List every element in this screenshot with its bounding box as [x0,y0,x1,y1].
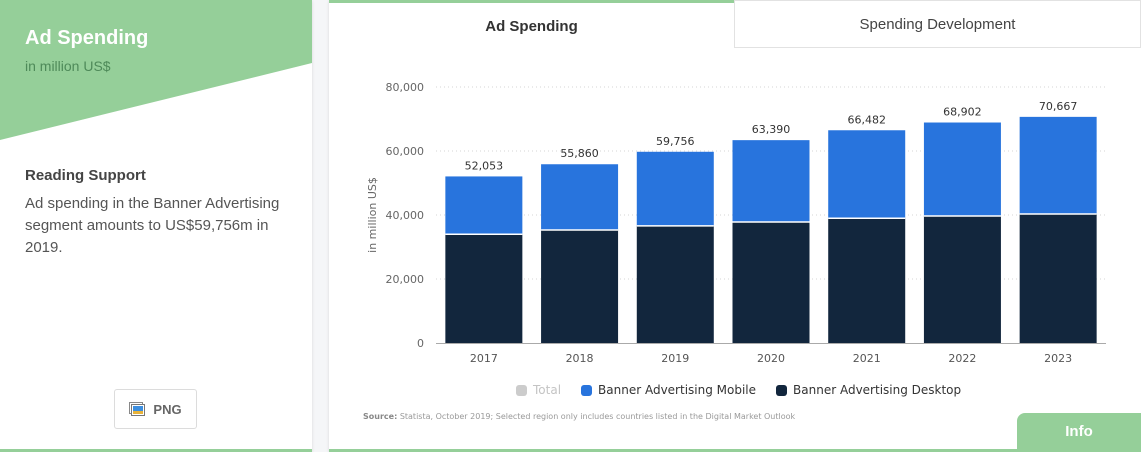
total-data-label: 68,902 [943,106,982,119]
y-tick-label: 20,000 [386,273,425,286]
x-tick-label: 2022 [948,352,976,365]
total-data-label: 52,053 [465,159,504,172]
bar-banner-advertising-desktop-2017[interactable] [445,234,523,343]
tab-ad-spending[interactable]: Ad Spending [329,0,734,50]
source-label: Source: [363,412,398,421]
tab-spending-development[interactable]: Spending Development [734,0,1141,48]
x-tick-label: 2023 [1044,352,1072,365]
card-subtitle: in million US$ [25,58,111,74]
bar-banner-advertising-mobile-2023[interactable] [1019,116,1097,215]
y-tick-label: 40,000 [386,209,425,222]
summary-card: Ad Spending in million US$ Reading Suppo… [0,0,312,452]
x-tick-label: 2018 [566,352,594,365]
bar-banner-advertising-mobile-2021[interactable] [828,130,906,219]
bar-banner-advertising-mobile-2020[interactable] [732,140,810,223]
bar-banner-advertising-desktop-2019[interactable] [636,225,714,343]
x-tick-label: 2020 [757,352,785,365]
legend-item-desktop[interactable]: Banner Advertising Desktop [776,383,961,397]
y-axis-label: in million US$ [366,177,379,253]
legend-item-total[interactable]: Total [516,383,561,397]
x-tick-label: 2019 [661,352,689,365]
legend-item-mobile[interactable]: Banner Advertising Mobile [581,383,756,397]
x-tick-label: 2021 [853,352,881,365]
legend-swatch-desktop [776,384,788,396]
legend-swatch-total [516,384,527,396]
reading-support-text: Ad spending in the Banner Advertising se… [25,195,280,256]
download-png-label: PNG [153,401,182,417]
axes: 0 20,000 40,000 60,000 80,000 2017 2018 2019 202… [386,81,1106,365]
bar-banner-advertising-mobile-2018[interactable] [541,164,619,231]
y-tick-label: 0 [417,337,424,350]
stacked-bar-chart: 0 20,000 40,000 60,000 80,000 2017 2018 2019 202… [366,81,1106,365]
reading-support-title: Reading Support [25,167,146,184]
bar-banner-advertising-desktop-2022[interactable] [923,215,1001,343]
source-note: Source: Statista, October 2019; Selected… [363,412,795,421]
chart-card: Ad Spending Spending Development 0 20,000… [329,0,1141,452]
download-png-button[interactable]: PNG [114,389,197,429]
info-button[interactable]: Info [1017,413,1141,449]
bar-banner-advertising-desktop-2020[interactable] [732,222,810,343]
y-tick-label: 80,000 [386,81,425,94]
total-data-label: 63,390 [752,123,791,136]
bars [445,116,1097,343]
bar-banner-advertising-mobile-2017[interactable] [445,176,523,235]
total-data-label: 59,756 [656,135,695,148]
legend-swatch-mobile [581,384,593,396]
data-labels: 52,053 55,860 59,756 63,390 66,482 68,902 70,6… [465,100,1078,173]
bar-banner-advertising-mobile-2022[interactable] [923,122,1001,216]
legend-label-mobile: Banner Advertising Mobile [598,383,757,397]
bar-banner-advertising-desktop-2021[interactable] [828,218,906,343]
header-banner [0,0,312,140]
chart-legend: Total Banner Advertising Mobile Banner A… [516,381,961,399]
total-data-label: 55,860 [560,147,599,160]
legend-label-total: Total [533,383,562,397]
image-icon [129,402,146,416]
bar-banner-advertising-mobile-2019[interactable] [636,151,714,226]
y-tick-label: 60,000 [386,145,425,158]
total-data-label: 70,667 [1039,100,1078,113]
legend-label-desktop: Banner Advertising Desktop [793,383,962,397]
bar-banner-advertising-desktop-2018[interactable] [541,230,619,343]
source-text: Statista, October 2019; Selected region … [399,412,796,421]
card-title: Ad Spending [25,27,149,49]
total-data-label: 66,482 [847,113,886,126]
x-tick-label: 2017 [470,352,498,365]
bar-banner-advertising-desktop-2023[interactable] [1019,214,1097,343]
